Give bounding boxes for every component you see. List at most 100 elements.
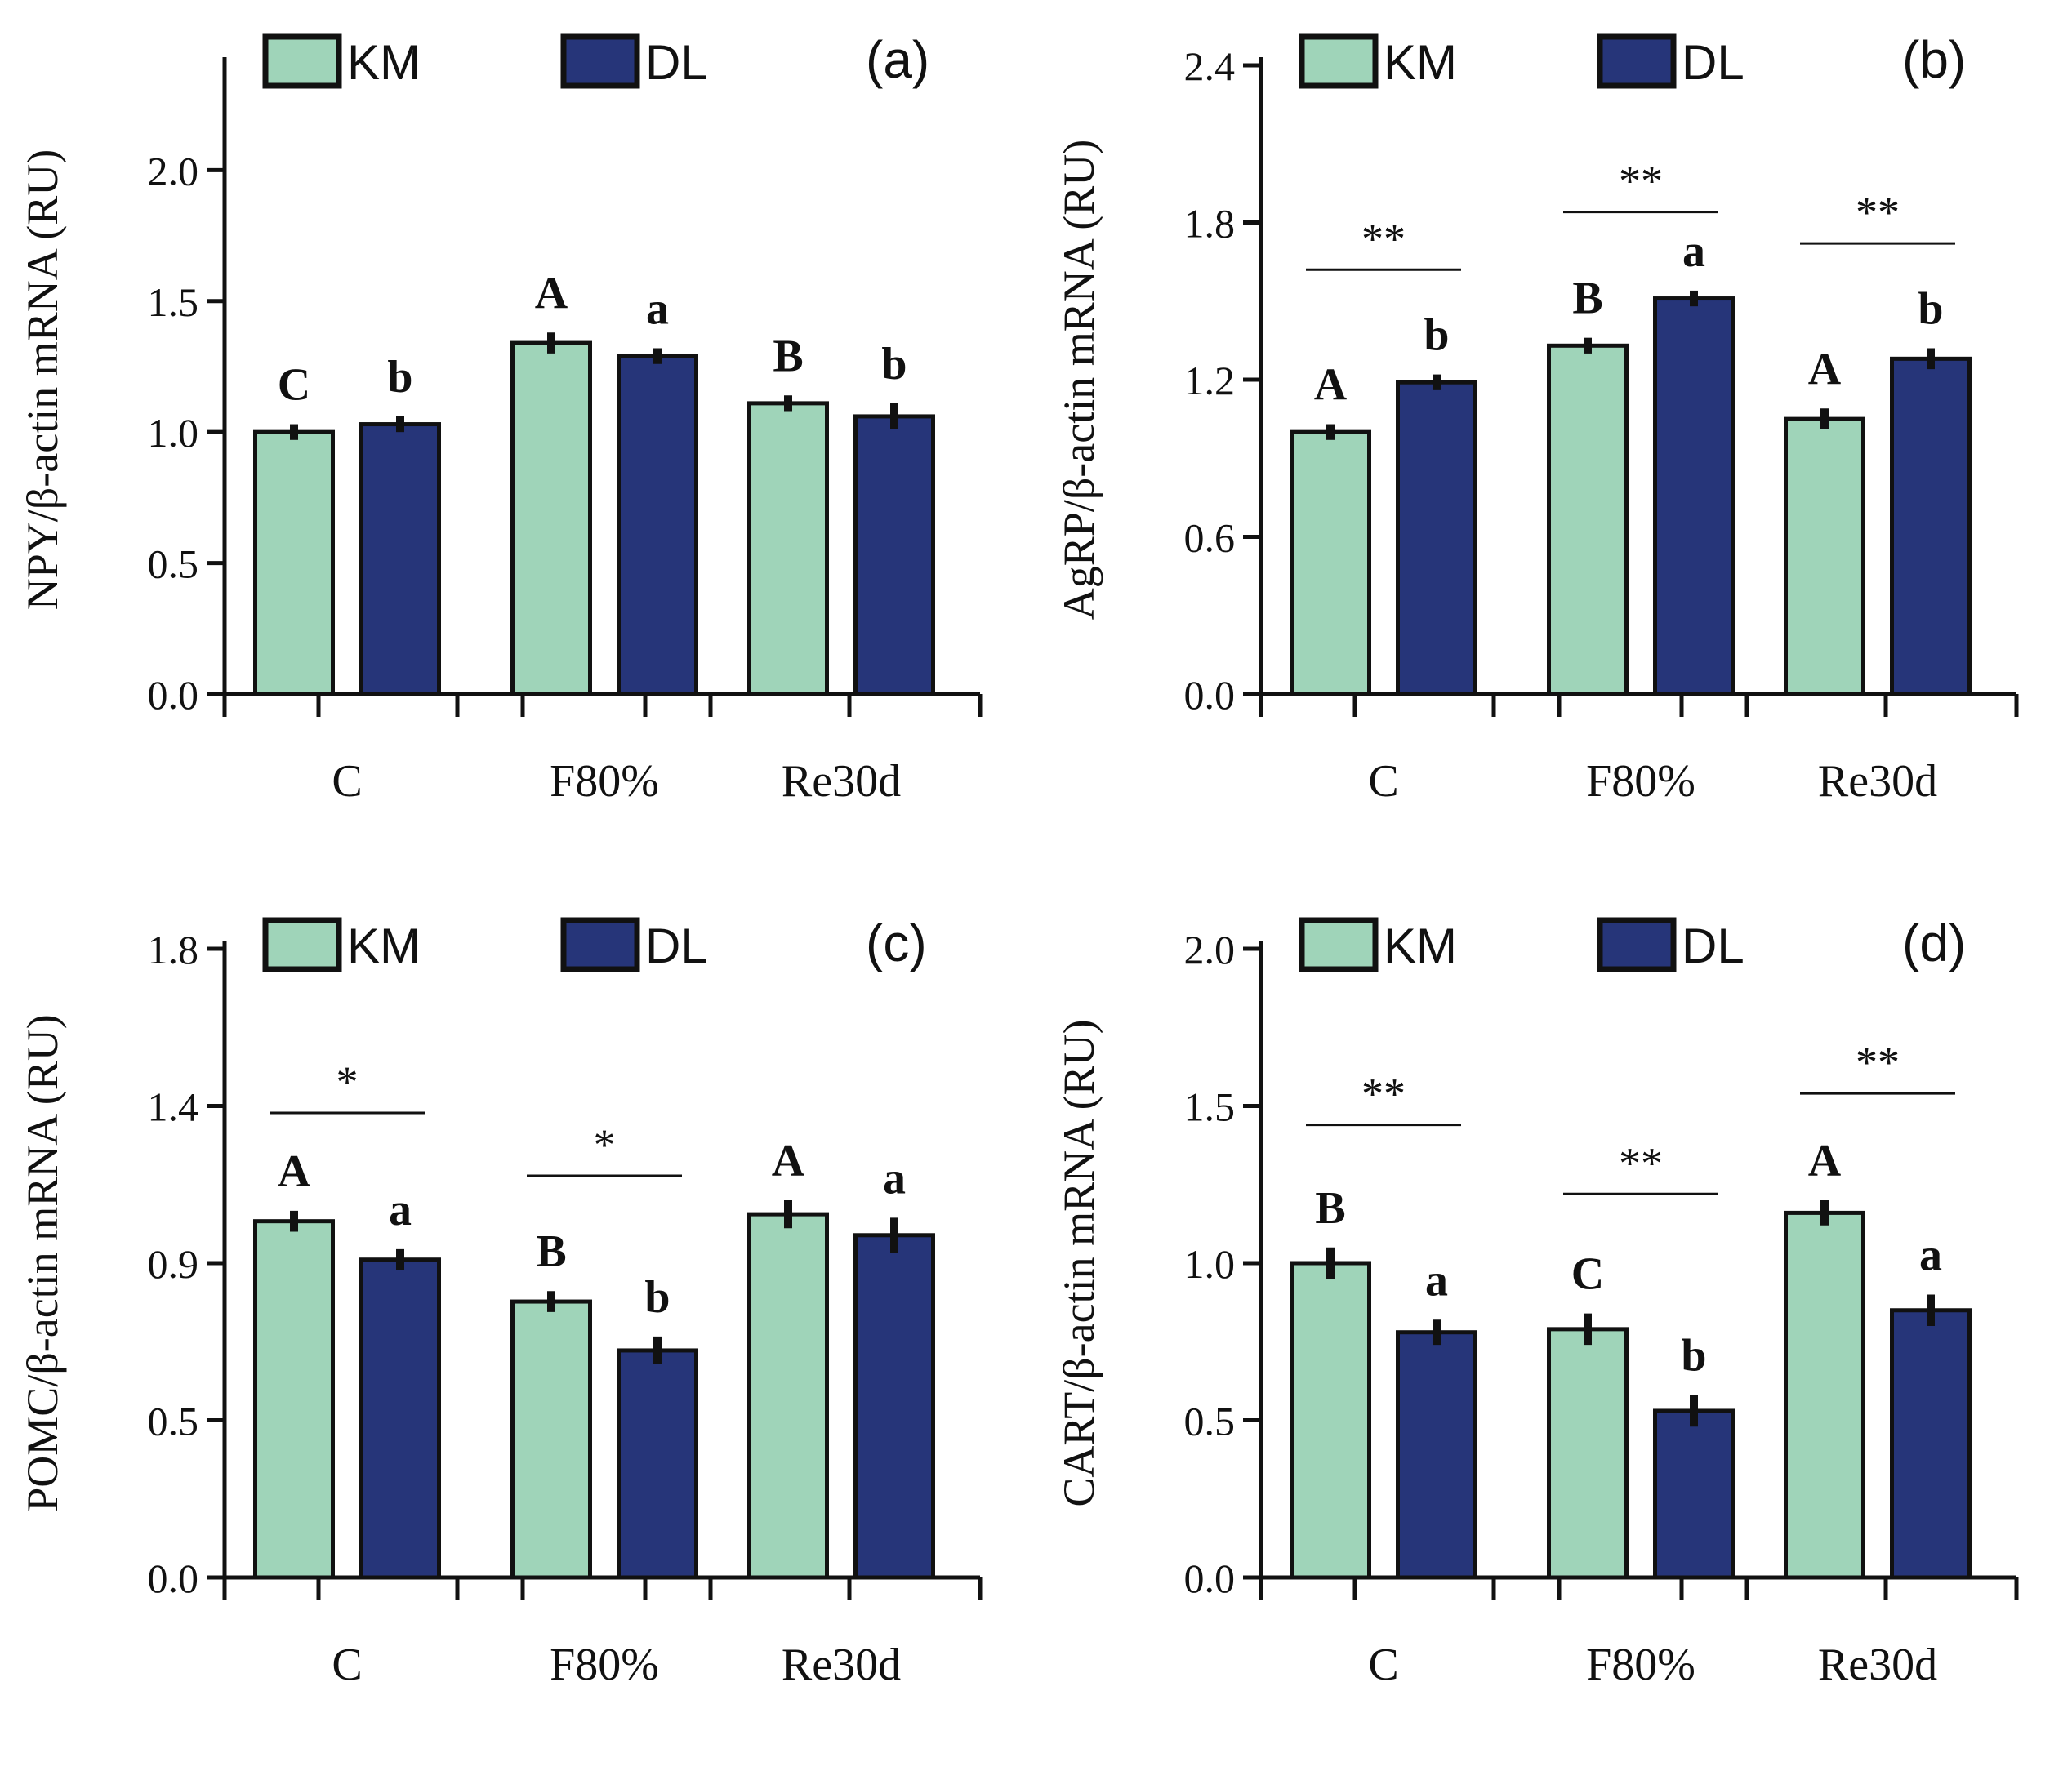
category-label: F80% — [550, 1640, 659, 1690]
significance-letter: b — [1424, 310, 1449, 361]
significance-stars: ** — [1361, 1070, 1406, 1119]
bar-km — [1290, 429, 1371, 696]
bar-dl — [617, 354, 698, 696]
significance-stars: * — [594, 1120, 616, 1169]
y-tick-label: 1.5 — [148, 279, 199, 325]
category-label: F80% — [1586, 1640, 1695, 1690]
y-tick-label: 1.2 — [1184, 358, 1236, 403]
y-tick-label: 0.5 — [148, 541, 199, 587]
significance-letter: b — [387, 352, 412, 403]
y-tick-label: 1.0 — [1184, 1241, 1236, 1287]
bar-dl — [1653, 1408, 1735, 1580]
legend-label-km: KM — [1384, 35, 1457, 90]
significance-letter: A — [772, 1136, 805, 1186]
y-tick-label: 0.0 — [148, 1555, 199, 1601]
bar-dl — [853, 1233, 935, 1580]
significance-letter: B — [1572, 274, 1602, 324]
panel-label: (a) — [866, 30, 929, 89]
category-label: C — [1368, 756, 1398, 807]
significance-letter: A — [535, 268, 568, 318]
bar-km — [253, 429, 335, 696]
significance-stars: ** — [1619, 157, 1663, 206]
significance-stars: * — [336, 1057, 359, 1106]
significance-letter: a — [646, 284, 669, 335]
y-tick-label: 2.0 — [1184, 927, 1236, 972]
legend-swatch-dl — [1597, 917, 1677, 972]
y-axis-label: NPY/β-actin mRNA (RU) — [18, 149, 67, 610]
chart-d: 0.0 0.5 1.0 1.5 2.0 CART/β-actin mRNA (RU) C F8… — [1054, 914, 2019, 1690]
panel-b: 0.0 0.6 1.2 1.8 2.4 AgRP/β-actin mRNA (RU) C F8… — [1036, 0, 2072, 883]
y-tick-label: 0.5 — [148, 1399, 199, 1444]
category-label: C — [332, 756, 362, 807]
y-tick-label: 1.8 — [1184, 201, 1236, 247]
category-label: Re30d — [1818, 1640, 1937, 1690]
significance-letter: C — [1571, 1249, 1604, 1300]
significance-stars: ** — [1619, 1138, 1663, 1187]
y-axis-label: AgRP/β-actin mRNA (RU) — [1054, 140, 1103, 620]
significance-stars: ** — [1361, 214, 1406, 263]
y-tick-label: 2.0 — [148, 148, 199, 194]
y-tick-label: 0.5 — [1184, 1399, 1236, 1444]
legend-label-dl: DL — [645, 35, 708, 90]
bar-km — [747, 1212, 829, 1580]
legend-swatch-km — [1299, 33, 1379, 89]
y-tick-label: 1.5 — [1184, 1084, 1236, 1130]
y-axis-label: POMC/β-actin mRNA (RU) — [18, 1014, 67, 1511]
bar-dl — [617, 1348, 698, 1580]
bar-km — [1547, 343, 1629, 696]
bar-dl — [359, 422, 441, 696]
significance-letter: a — [1682, 226, 1705, 277]
y-tick-label: 0.0 — [148, 672, 199, 718]
bar-km — [1547, 1327, 1629, 1580]
legend-swatch-dl — [560, 33, 640, 89]
bar-km — [1784, 416, 1865, 696]
panel-label: (b) — [1902, 30, 1966, 89]
legend-swatch-dl — [1597, 33, 1677, 89]
panel-label: (d) — [1902, 914, 1966, 972]
y-tick-label: 0.6 — [1184, 515, 1236, 561]
bar-km — [1784, 1210, 1865, 1580]
significance-letter: b — [1681, 1331, 1706, 1382]
y-tick-label: 0.0 — [1184, 672, 1236, 718]
legend-swatch-dl — [560, 917, 640, 972]
panel-a: 0.0 0.5 1.0 1.5 2.0 NPY/β-actin mRNA (RU) C F80… — [0, 0, 1036, 883]
y-axis-label: CART/β-actin mRNA (RU) — [1054, 1019, 1103, 1506]
bar-dl — [1890, 356, 1972, 696]
bar-dl — [1396, 1330, 1477, 1580]
significance-letter: B — [1315, 1183, 1345, 1234]
significance-letter: b — [881, 339, 907, 389]
bar-km — [747, 401, 829, 696]
significance-letter: a — [389, 1185, 412, 1235]
y-tick-label: 2.4 — [1184, 43, 1236, 89]
significance-letter: B — [773, 331, 803, 381]
significance-letter: A — [1314, 360, 1348, 411]
significance-letter: a — [1919, 1230, 1942, 1281]
category-label: F80% — [550, 756, 659, 807]
panel-c: 0.0 0.5 0.9 1.4 1.8 POMC/β-actin mRNA (RU) C F8… — [0, 883, 1036, 1767]
significance-letter: a — [1425, 1255, 1448, 1306]
bar-dl — [1396, 380, 1477, 696]
significance-letter: b — [644, 1272, 670, 1323]
significance-letter: A — [1808, 344, 1842, 394]
chart-b: 0.0 0.6 1.2 1.8 2.4 AgRP/β-actin mRNA (RU) C F8… — [1054, 30, 2019, 807]
category-label: Re30d — [1818, 756, 1937, 807]
bar-km — [1290, 1261, 1371, 1580]
legend-swatch-km — [1299, 917, 1379, 972]
significance-letter: A — [1808, 1136, 1842, 1186]
bar-km — [510, 340, 592, 696]
bar-dl — [1653, 296, 1735, 696]
category-label: Re30d — [782, 1640, 901, 1690]
chart-a: 0.0 0.5 1.0 1.5 2.0 NPY/β-actin mRNA (RU) C F80… — [18, 30, 983, 807]
category-label: C — [332, 1640, 362, 1690]
legend-label-dl: DL — [645, 919, 708, 973]
y-tick-label: 1.8 — [148, 927, 199, 972]
bar-km — [253, 1219, 335, 1580]
significance-letter: A — [278, 1146, 311, 1197]
significance-letter: C — [278, 360, 310, 411]
legend-label-km: KM — [1384, 919, 1457, 973]
category-label: F80% — [1586, 756, 1695, 807]
y-tick-label: 1.0 — [148, 410, 199, 456]
bar-dl — [359, 1257, 441, 1580]
legend-label-dl: DL — [1682, 919, 1744, 973]
